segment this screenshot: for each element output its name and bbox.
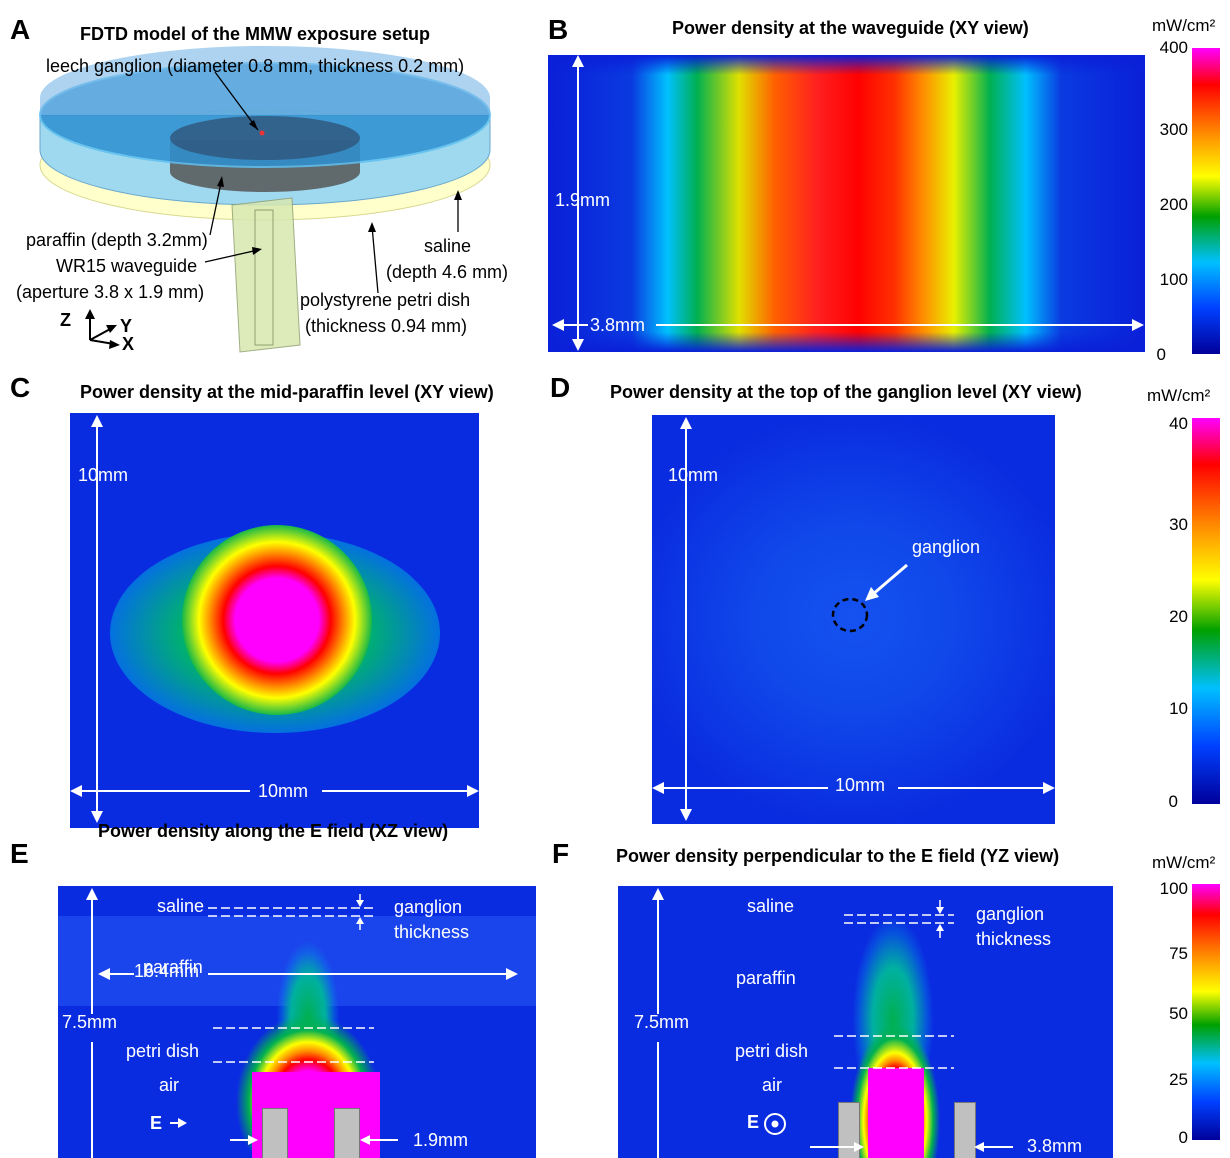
panel-f-title: Power density perpendicular to the E fie… [616, 846, 1060, 866]
panel-f-ganglion-thickness: thickness [976, 929, 1052, 949]
ganglion-label: ganglion [912, 537, 981, 557]
colorbar-middle [1192, 418, 1220, 804]
label-paraffin: paraffin (depth 3.2mm) [26, 230, 208, 250]
colorbar-middle-tick: 0 [1168, 792, 1178, 811]
panel-e-efield-label: E [150, 1113, 163, 1133]
panel-e-ganglion-thickness: thickness [394, 922, 470, 942]
mid-paraffin-power-map [70, 413, 479, 828]
panel-c-letter: C [10, 372, 31, 403]
label-waveguide-aperture: (aperture 3.8 x 1.9 mm) [16, 282, 205, 302]
panel-c-title: Power density at the mid-paraffin level … [80, 382, 494, 402]
panel-c-vertical-dim: 10mm [78, 465, 129, 485]
waveguide-edge-top [548, 55, 1145, 75]
panel-d-vertical-dim: 10mm [668, 465, 719, 485]
colorbar-top-tick: 300 [1159, 120, 1188, 139]
label-petri-dish: polystyrene petri dish [300, 290, 471, 310]
panel-e-layer-air: air [159, 1075, 180, 1095]
panel-a-title: FDTD model of the MMW exposure setup [80, 24, 431, 44]
panel-d-letter: D [550, 372, 571, 403]
colorbar-middle-tick: 30 [1169, 515, 1188, 534]
panel-f-layer-dish: petri dish [735, 1041, 809, 1061]
panel-f-vertical-dim: 7.5mm [634, 1012, 690, 1032]
colorbar-bottom-tick: 75 [1169, 944, 1188, 963]
panel-e-letter: E [10, 838, 29, 869]
panel-f-letter: F [552, 838, 570, 869]
colorbar-top [1192, 48, 1220, 354]
panel-f-layer-saline: saline [747, 896, 795, 916]
axis-x-label: X [122, 334, 135, 354]
panel-d-dimension-arrows [652, 417, 1055, 821]
panel-f-layer-air: air [762, 1075, 783, 1095]
panel-b-title: Power density at the waveguide (XY view) [672, 18, 1029, 38]
label-ganglion: leech ganglion (diameter 0.8 mm, thickne… [46, 56, 465, 76]
label-saline-depth: (depth 4.6 mm) [386, 262, 509, 282]
colorbar-middle-unit: mW/cm² [1147, 386, 1211, 405]
axis-y-label: Y [120, 316, 133, 336]
waveguide-power-map [548, 55, 1145, 352]
panel-d-horizontal-dim: 10mm [835, 775, 886, 795]
colorbar-middle-tick: 40 [1169, 414, 1188, 433]
colorbar-bottom [1192, 884, 1220, 1140]
colorbar-middle-tick: 20 [1169, 607, 1188, 626]
panel-f-efield-label: E [747, 1112, 760, 1132]
panel-b-letter: B [548, 14, 569, 45]
panel-a-letter: A [10, 14, 31, 45]
label-petri-dish-thickness: (thickness 0.94 mm) [305, 316, 468, 336]
panel-b-vertical-dim: 1.9mm [555, 190, 611, 210]
panel-c-horizontal-dim: 10mm [258, 781, 309, 801]
panel-e-title: Power density along the E field (XZ view… [98, 821, 449, 841]
panel-b-dimension-arrows [552, 55, 1144, 351]
panel-f-aperture-dim: 3.8mm [1027, 1136, 1083, 1156]
panel-e-aperture-dim: 1.9mm [413, 1130, 469, 1150]
ganglion-level-power-map [652, 415, 1055, 824]
waveguide-edge-bottom [548, 332, 1145, 352]
panel-e-ganglion-label: ganglion [394, 897, 463, 917]
colorbar-middle-tick: 10 [1169, 699, 1188, 718]
colorbar-bottom-unit: mW/cm² [1152, 853, 1216, 872]
label-saline: saline [424, 236, 472, 256]
panel-e-dimension-arrows [86, 888, 518, 1158]
panel-b-horizontal-dim: 3.8mm [590, 315, 646, 335]
panel-c-dimension-arrows [70, 415, 479, 823]
panel-e-layer-dish: petri dish [126, 1041, 200, 1061]
colorbar-top-tick: 400 [1159, 38, 1188, 57]
colorbar-top-tick: 100 [1159, 270, 1188, 289]
colorbar-top-tick: 0 [1156, 345, 1166, 364]
panel-f-layer-paraffin: paraffin [736, 968, 796, 988]
yz-power-map [618, 886, 1113, 1158]
colorbar-bottom-tick: 100 [1159, 879, 1188, 898]
colorbar-bottom-tick: 25 [1169, 1070, 1188, 1089]
panel-f-dimension-arrows [652, 888, 1013, 1158]
panel-e-vertical-dim: 7.5mm [62, 1012, 118, 1032]
xz-power-map [58, 886, 536, 1158]
colorbar-top-tick: 200 [1159, 195, 1188, 214]
panel-e-layer-paraffin: paraffin [143, 957, 203, 977]
colorbar-bottom-tick: 0 [1178, 1128, 1188, 1147]
panel-f-ganglion-label: ganglion [976, 904, 1045, 924]
label-waveguide: WR15 waveguide [56, 256, 198, 276]
panel-e-layer-saline: saline [157, 896, 205, 916]
axis-z-label: Z [60, 310, 71, 330]
panel-d-title: Power density at the top of the ganglion… [610, 382, 1082, 402]
panel-e-horizontal-dim: 16.4mm [134, 961, 200, 981]
colorbar-top-unit: mW/cm² [1152, 16, 1216, 35]
setup-3d-model [39, 46, 491, 353]
colorbar-bottom-tick: 50 [1169, 1004, 1188, 1023]
